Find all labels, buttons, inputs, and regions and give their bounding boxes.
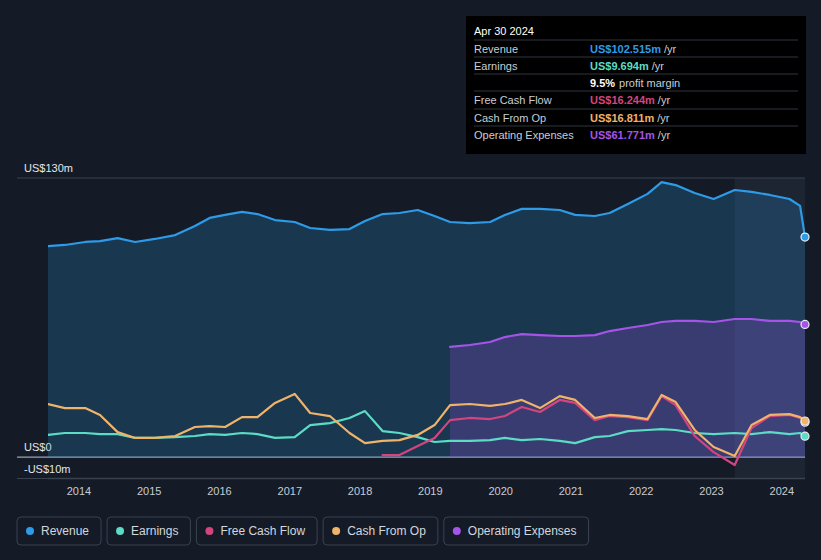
series-line xyxy=(383,396,805,465)
tooltip-value: US$16.244m/yr xyxy=(590,94,670,106)
plot-area xyxy=(48,182,805,465)
grid-line xyxy=(17,478,805,479)
tooltip-value-text: profit margin xyxy=(619,77,680,89)
legend-entry: Earnings xyxy=(107,517,190,545)
area-fill xyxy=(450,319,805,457)
legend-label: Operating Expenses xyxy=(468,524,577,538)
tooltip-value-number: US$102.515m xyxy=(590,43,661,55)
x-tick-label: 2019 xyxy=(418,485,442,497)
end-dot xyxy=(801,320,809,328)
series-line xyxy=(450,319,805,347)
tooltip-separator xyxy=(474,74,798,75)
x-tick-label: 2023 xyxy=(699,485,723,497)
tooltip-label: Free Cash Flow xyxy=(474,94,552,106)
legend-swatch xyxy=(332,527,340,535)
x-tick-label: 2020 xyxy=(488,485,512,497)
tooltip-value: US$102.515m/yr xyxy=(590,43,677,55)
legend-box xyxy=(17,517,101,545)
x-tick-label: 2022 xyxy=(629,485,653,497)
series-line xyxy=(48,394,805,456)
tooltip-value: US$16.811m/yr xyxy=(590,112,670,124)
y-tick-label: US$0 xyxy=(24,441,52,453)
legend-swatch xyxy=(26,527,34,535)
tooltip-value-unit: /yr xyxy=(658,94,671,106)
x-tick-label: 2014 xyxy=(67,485,91,497)
x-tick-label: 2021 xyxy=(559,485,583,497)
tooltip-value-unit: /yr xyxy=(657,112,670,124)
tooltip-value: 9.5% profit margin xyxy=(590,77,680,89)
tooltip-label: Operating Expenses xyxy=(474,129,574,141)
end-dot xyxy=(801,233,809,241)
legend-label: Revenue xyxy=(41,524,89,538)
tooltip-separator xyxy=(474,40,798,41)
legend-label: Earnings xyxy=(131,524,178,538)
tooltip-title: Apr 30 2024 xyxy=(474,25,534,37)
x-tick-label: 2017 xyxy=(278,485,302,497)
tooltip-value-number: US$61.771m xyxy=(590,129,655,141)
tooltip-value-number: US$9.694m xyxy=(590,60,649,72)
tooltip-separator xyxy=(474,109,798,110)
end-dot xyxy=(801,432,809,440)
end-dot xyxy=(801,417,809,425)
tooltip-value-unit: /yr xyxy=(664,43,677,55)
tooltip-value-number: US$16.811m xyxy=(590,112,654,124)
grid-line xyxy=(17,178,805,179)
x-tick-label: 2018 xyxy=(348,485,372,497)
series-line xyxy=(48,182,805,246)
legend-box xyxy=(107,517,190,545)
legend-entry: Free Cash Flow xyxy=(196,517,317,545)
background xyxy=(0,0,821,560)
y-tick-label: US$130m xyxy=(24,162,73,174)
legend-entry: Revenue xyxy=(17,517,101,545)
legend-swatch xyxy=(453,527,461,535)
tooltip-value-number: US$16.244m xyxy=(590,94,655,106)
tooltip-box xyxy=(466,16,806,154)
legend-box xyxy=(323,517,438,545)
tooltip-label: Earnings xyxy=(474,60,518,72)
y-tick-label: -US$10m xyxy=(24,463,70,475)
chart: -US$10m US$0 US$130m 2014 2015 2016 2017 2018 20… xyxy=(0,0,821,560)
legend-swatch xyxy=(205,527,213,535)
tooltip-value-unit: /yr xyxy=(658,129,671,141)
tooltip-value-unit: /yr xyxy=(652,60,665,72)
tooltip-label: Cash From Op xyxy=(474,112,546,124)
legend-swatch xyxy=(116,527,124,535)
tooltip-separator xyxy=(474,126,798,127)
legend-label: Cash From Op xyxy=(347,524,426,538)
tooltip-value-number: 9.5% xyxy=(590,77,615,89)
x-tick-label: 2024 xyxy=(770,485,794,497)
x-axis-line xyxy=(48,478,805,480)
tooltip-label: Revenue xyxy=(474,43,518,55)
x-tick-label: 2016 xyxy=(207,485,231,497)
area-fill xyxy=(48,182,805,457)
legend-box xyxy=(196,517,317,545)
x-tick-label: 2015 xyxy=(137,485,161,497)
tooltip-value: US$9.694m/yr xyxy=(590,60,664,72)
tooltip-separator xyxy=(474,57,798,58)
tooltip-value: US$61.771m/yr xyxy=(590,129,670,141)
legend-entry: Cash From Op xyxy=(323,517,438,545)
legend-entry: Operating Expenses xyxy=(444,517,589,545)
tooltip-separator xyxy=(474,91,798,92)
legend-box xyxy=(444,517,589,545)
tooltip: Apr 30 2024 Revenue US$102.515m/yr Earnings… xyxy=(466,16,806,154)
legend-label: Free Cash Flow xyxy=(220,524,305,538)
